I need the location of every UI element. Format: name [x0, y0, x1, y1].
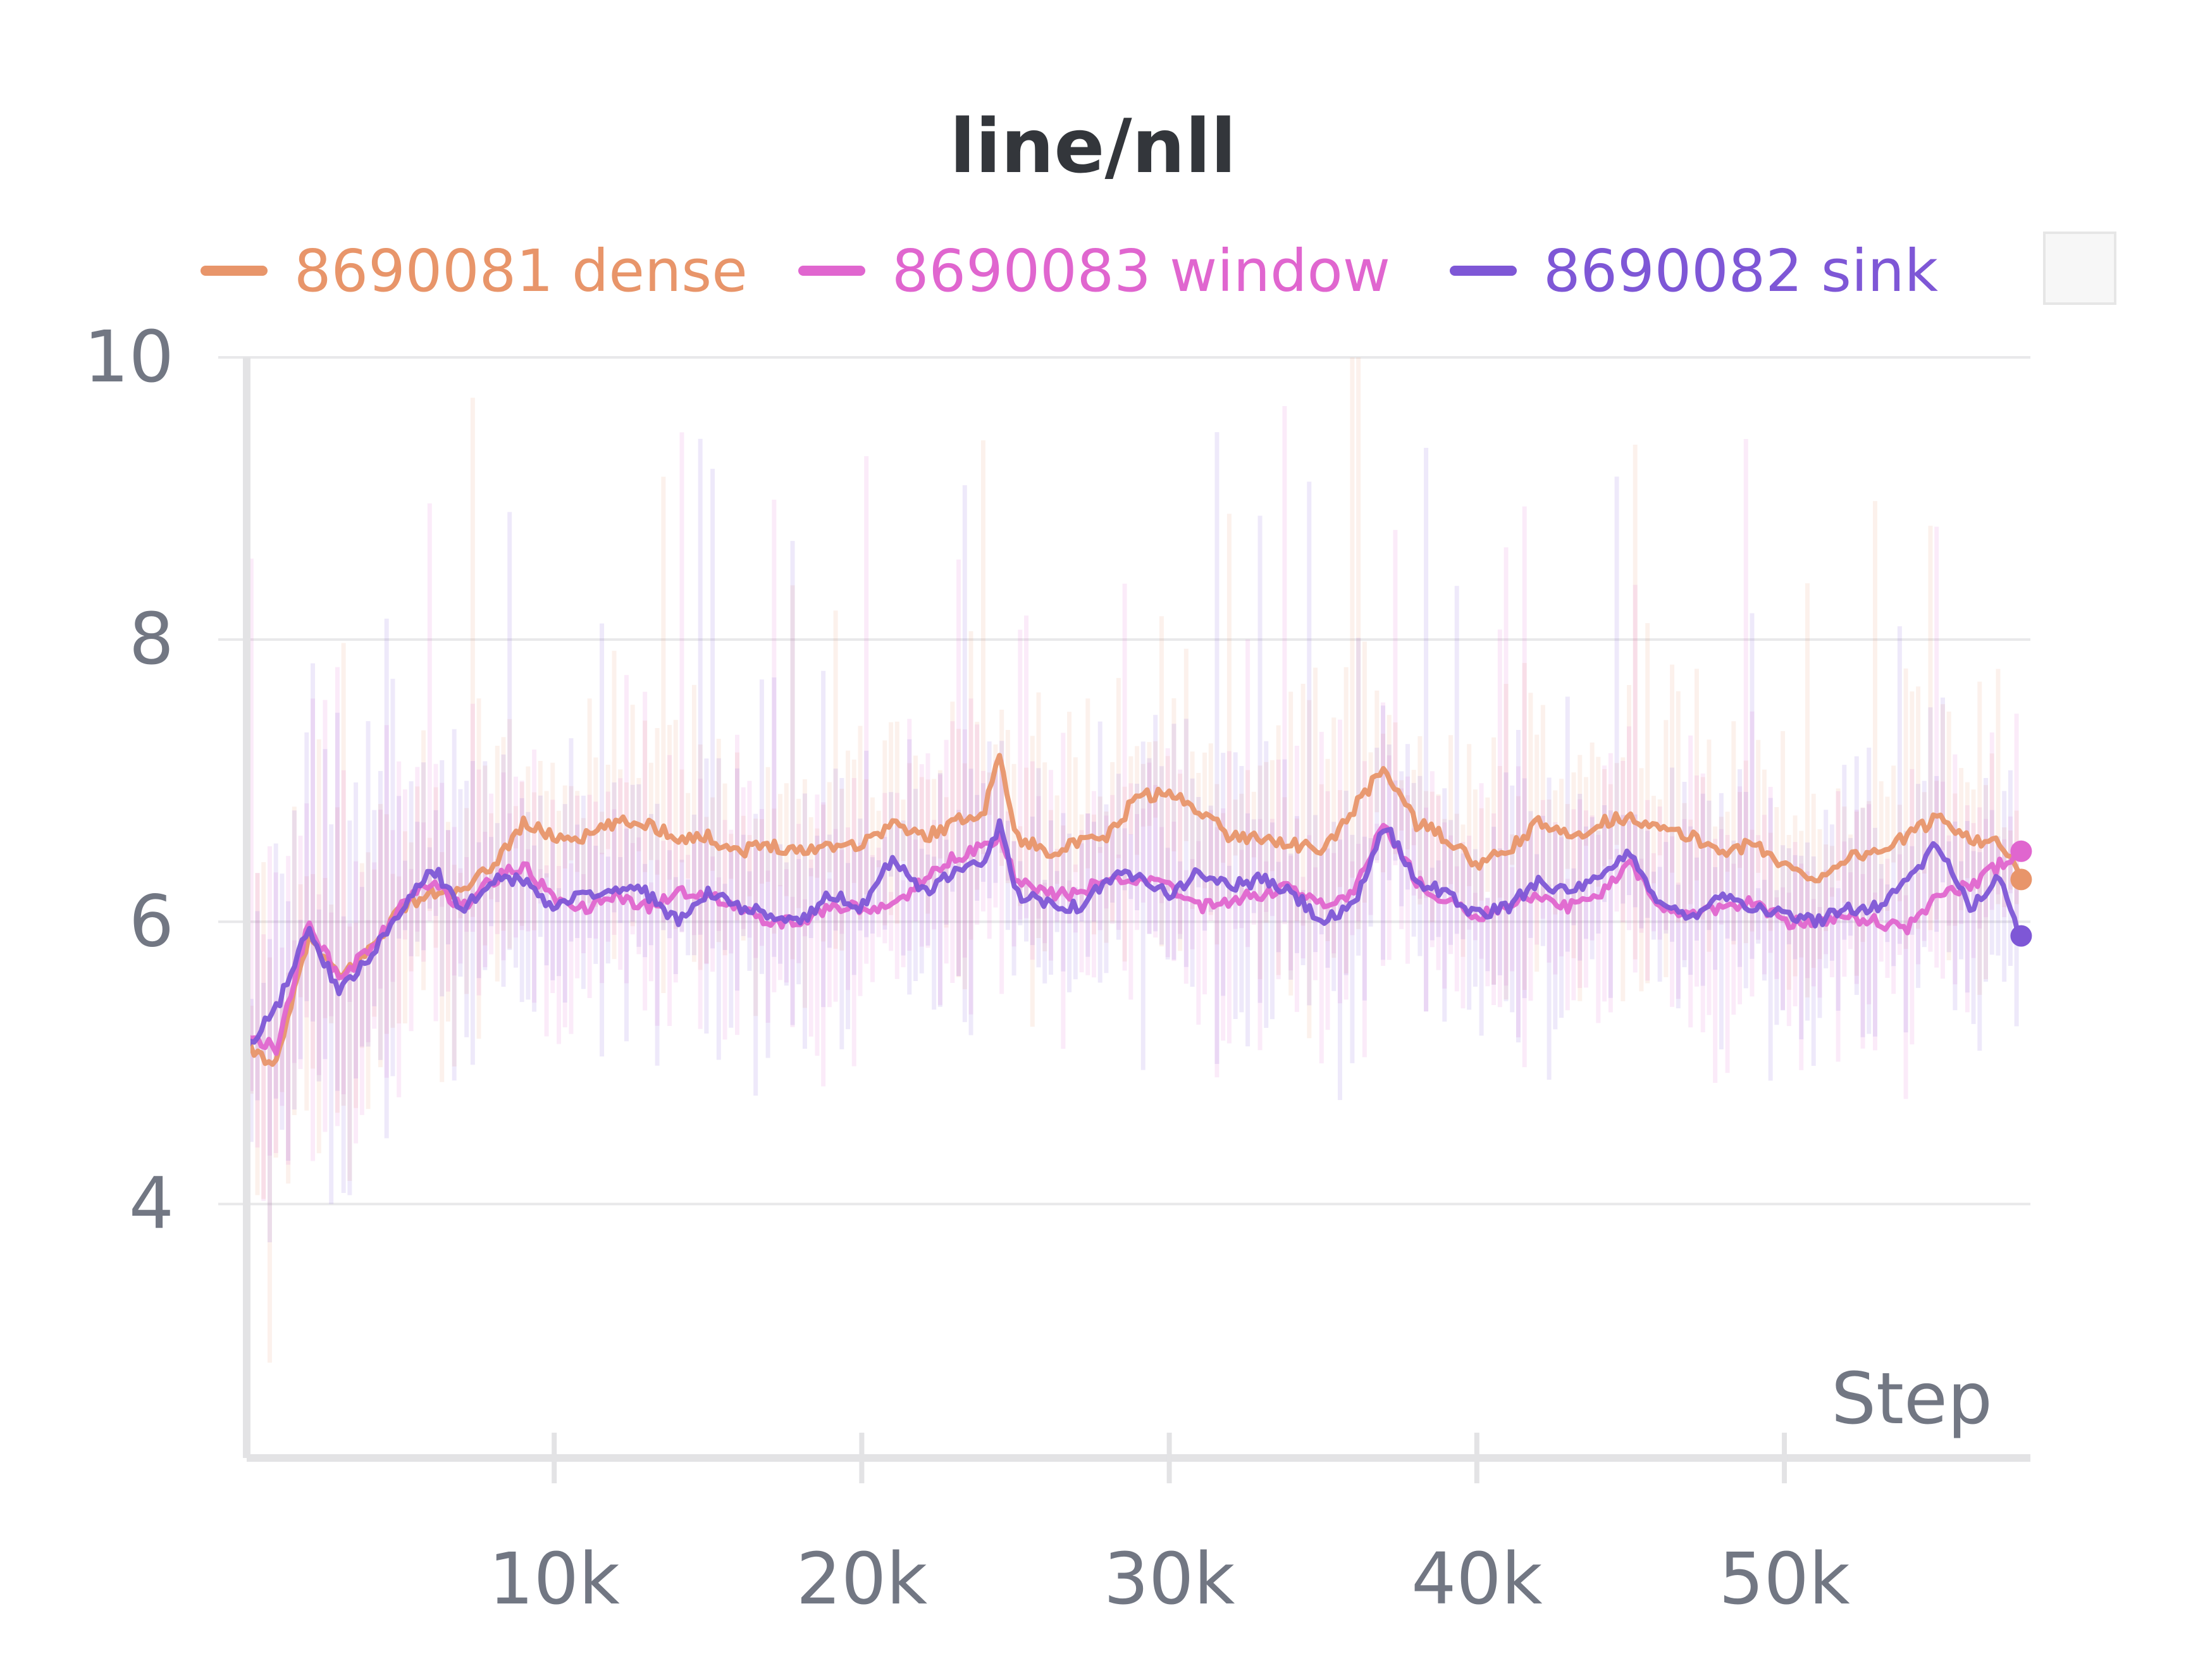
x-axis-label: Step	[1831, 1358, 1992, 1440]
x-tick-label: 50k	[1719, 1538, 1850, 1621]
y-tick-label: 10	[83, 316, 174, 398]
series-end-point-dense	[2010, 868, 2032, 891]
raw-noise-layer	[249, 357, 2019, 1363]
x-tick-label: 40k	[1411, 1538, 1543, 1621]
chart-title: line/nll	[950, 102, 1237, 190]
legend-entry-sink[interactable]: 8690082 sink	[1450, 237, 1939, 305]
x-tick-label: 20k	[796, 1538, 928, 1621]
y-axis-ticks: 4 6 8 10	[83, 316, 174, 1245]
axes	[243, 357, 2030, 1462]
y-tick-label: 8	[129, 598, 174, 681]
legend-scroll-box[interactable]	[2043, 232, 2116, 305]
series-line-sink	[244, 818, 2023, 1050]
series-end-point-sink	[2010, 925, 2032, 947]
x-tick-label: 30k	[1104, 1538, 1235, 1621]
x-tick-label: 10k	[489, 1538, 621, 1621]
grid	[218, 356, 2030, 1206]
y-tick-label: 6	[129, 880, 174, 963]
legend-entry-dense[interactable]: 8690081 dense	[201, 237, 748, 305]
series-end-point-window	[2010, 840, 2032, 862]
legend-label-sink: 8690082 sink	[1543, 237, 1939, 305]
y-tick-label: 4	[129, 1163, 174, 1245]
legend: 8690081 dense 8690083 window 8690082 sin…	[201, 232, 2116, 305]
legend-entry-window[interactable]: 8690083 window	[798, 237, 1390, 305]
series-line-window	[245, 822, 2023, 1056]
legend-label-dense: 8690081 dense	[294, 237, 748, 305]
raw-noise-sink	[249, 432, 2019, 1242]
series-line-dense	[244, 753, 2024, 1067]
legend-label-window: 8690083 window	[892, 237, 1390, 305]
x-axis-ticks: 10k 20k 30k 40k 50k	[489, 1433, 1850, 1621]
series-layer	[244, 753, 2032, 1067]
